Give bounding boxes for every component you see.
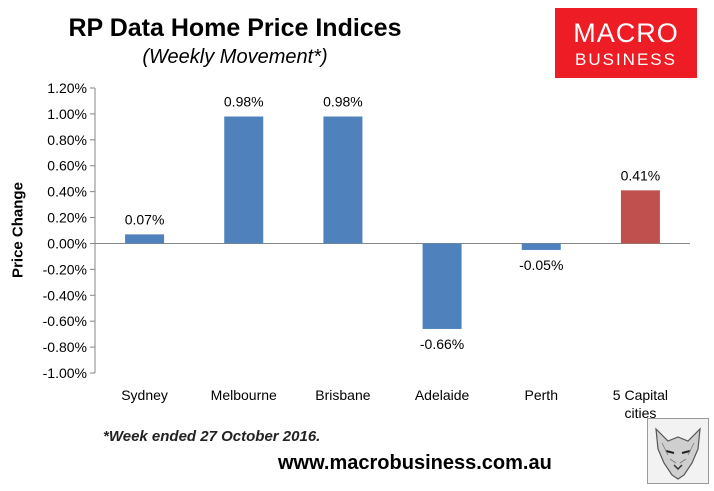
data-label: 0.98%	[323, 94, 363, 110]
bar	[422, 243, 462, 329]
y-tick-label: 0.20%	[47, 210, 87, 226]
y-tick-label: -0.60%	[43, 313, 87, 329]
chart-subtitle: (Weekly Movement*)	[142, 46, 328, 68]
data-label: 0.41%	[621, 167, 661, 183]
macrobusiness-logo[interactable]: MACRO BUSINESS	[555, 8, 697, 78]
y-tick-label: 0.00%	[47, 235, 87, 251]
logo-line-1: MACRO	[573, 18, 679, 48]
category-label: Adelaide	[415, 387, 470, 403]
y-tick-label: -0.20%	[43, 261, 87, 277]
y-tick-label: -0.40%	[43, 287, 87, 303]
category-label: Sydney	[121, 387, 168, 403]
wolf-head-icon	[647, 418, 709, 484]
y-tick-label: 1.00%	[47, 106, 87, 122]
y-tick-label: -1.00%	[43, 365, 87, 381]
y-tick-label: 0.80%	[47, 132, 87, 148]
footnote: *Week ended 27 October 2016.	[103, 428, 321, 445]
y-tick-label: 0.60%	[47, 158, 87, 174]
logo-line-2: BUSINESS	[575, 50, 677, 69]
bar	[224, 116, 264, 244]
bar	[521, 243, 561, 250]
bar	[620, 190, 660, 244]
y-tick-label: 1.20%	[47, 80, 87, 96]
website-url[interactable]: www.macrobusiness.com.au	[278, 452, 552, 474]
y-tick-label: -0.80%	[43, 339, 87, 355]
bar	[323, 116, 363, 244]
data-label: -0.66%	[420, 336, 464, 352]
category-label: Melbourne	[211, 387, 277, 403]
chart-title: RP Data Home Price Indices	[68, 14, 402, 42]
y-tick-label: 0.40%	[47, 184, 87, 200]
bar	[125, 234, 165, 244]
category-label: Perth	[525, 387, 558, 403]
category-label: Brisbane	[315, 387, 370, 403]
category-label: 5 Capital	[613, 387, 668, 403]
data-label: 0.98%	[224, 94, 264, 110]
category-label: cities	[624, 405, 656, 421]
data-label: 0.07%	[125, 211, 165, 227]
data-label: -0.05%	[519, 257, 563, 273]
